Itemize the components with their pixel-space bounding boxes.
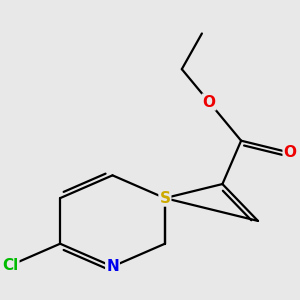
Text: N: N — [106, 259, 119, 274]
Text: O: O — [284, 145, 296, 160]
Text: Cl: Cl — [2, 258, 19, 273]
Text: S: S — [159, 190, 170, 206]
Text: O: O — [202, 94, 216, 110]
